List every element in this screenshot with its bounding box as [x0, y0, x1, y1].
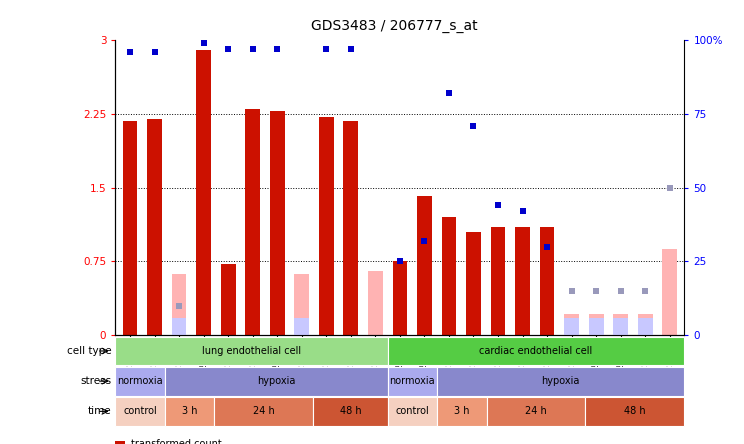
- Text: 24 h: 24 h: [253, 406, 275, 416]
- Text: 24 h: 24 h: [525, 406, 547, 416]
- Bar: [613, 313, 628, 335]
- Text: cardiac endothelial cell: cardiac endothelial cell: [479, 346, 593, 356]
- Bar: [638, 318, 652, 335]
- Bar: [589, 313, 603, 335]
- Text: GDS3483 / 206777_s_at: GDS3483 / 206777_s_at: [311, 19, 477, 33]
- Text: lung endothelial cell: lung endothelial cell: [202, 346, 301, 356]
- Bar: [515, 227, 530, 335]
- Text: normoxia: normoxia: [389, 376, 435, 386]
- Bar: [270, 111, 285, 335]
- Text: 48 h: 48 h: [339, 406, 362, 416]
- Text: transformed count: transformed count: [131, 439, 222, 444]
- Bar: [172, 274, 187, 335]
- Bar: [368, 271, 382, 335]
- Bar: [147, 119, 162, 335]
- Bar: [638, 313, 652, 335]
- Bar: [442, 217, 456, 335]
- Bar: [613, 318, 628, 335]
- Text: stress: stress: [80, 376, 112, 386]
- Bar: [246, 109, 260, 335]
- Text: 3 h: 3 h: [182, 406, 197, 416]
- Text: normoxia: normoxia: [118, 376, 163, 386]
- Bar: [319, 117, 333, 335]
- Bar: [564, 318, 579, 335]
- Bar: [172, 317, 187, 335]
- Bar: [539, 227, 554, 335]
- Bar: [295, 318, 309, 335]
- Bar: [123, 121, 138, 335]
- Bar: [221, 264, 236, 335]
- Text: control: control: [395, 406, 429, 416]
- Bar: [662, 249, 677, 335]
- Bar: [295, 274, 309, 335]
- Bar: [417, 196, 432, 335]
- Text: 3 h: 3 h: [454, 406, 469, 416]
- Text: hypoxia: hypoxia: [257, 376, 295, 386]
- Text: 48 h: 48 h: [624, 406, 646, 416]
- Bar: [589, 318, 603, 335]
- Bar: [344, 121, 358, 335]
- Bar: [491, 227, 505, 335]
- Text: cell type: cell type: [67, 346, 112, 356]
- Bar: [564, 313, 579, 335]
- Bar: [196, 50, 211, 335]
- Bar: [466, 232, 481, 335]
- Text: control: control: [124, 406, 157, 416]
- Text: hypoxia: hypoxia: [542, 376, 580, 386]
- Text: time: time: [88, 406, 112, 416]
- Bar: [393, 262, 407, 335]
